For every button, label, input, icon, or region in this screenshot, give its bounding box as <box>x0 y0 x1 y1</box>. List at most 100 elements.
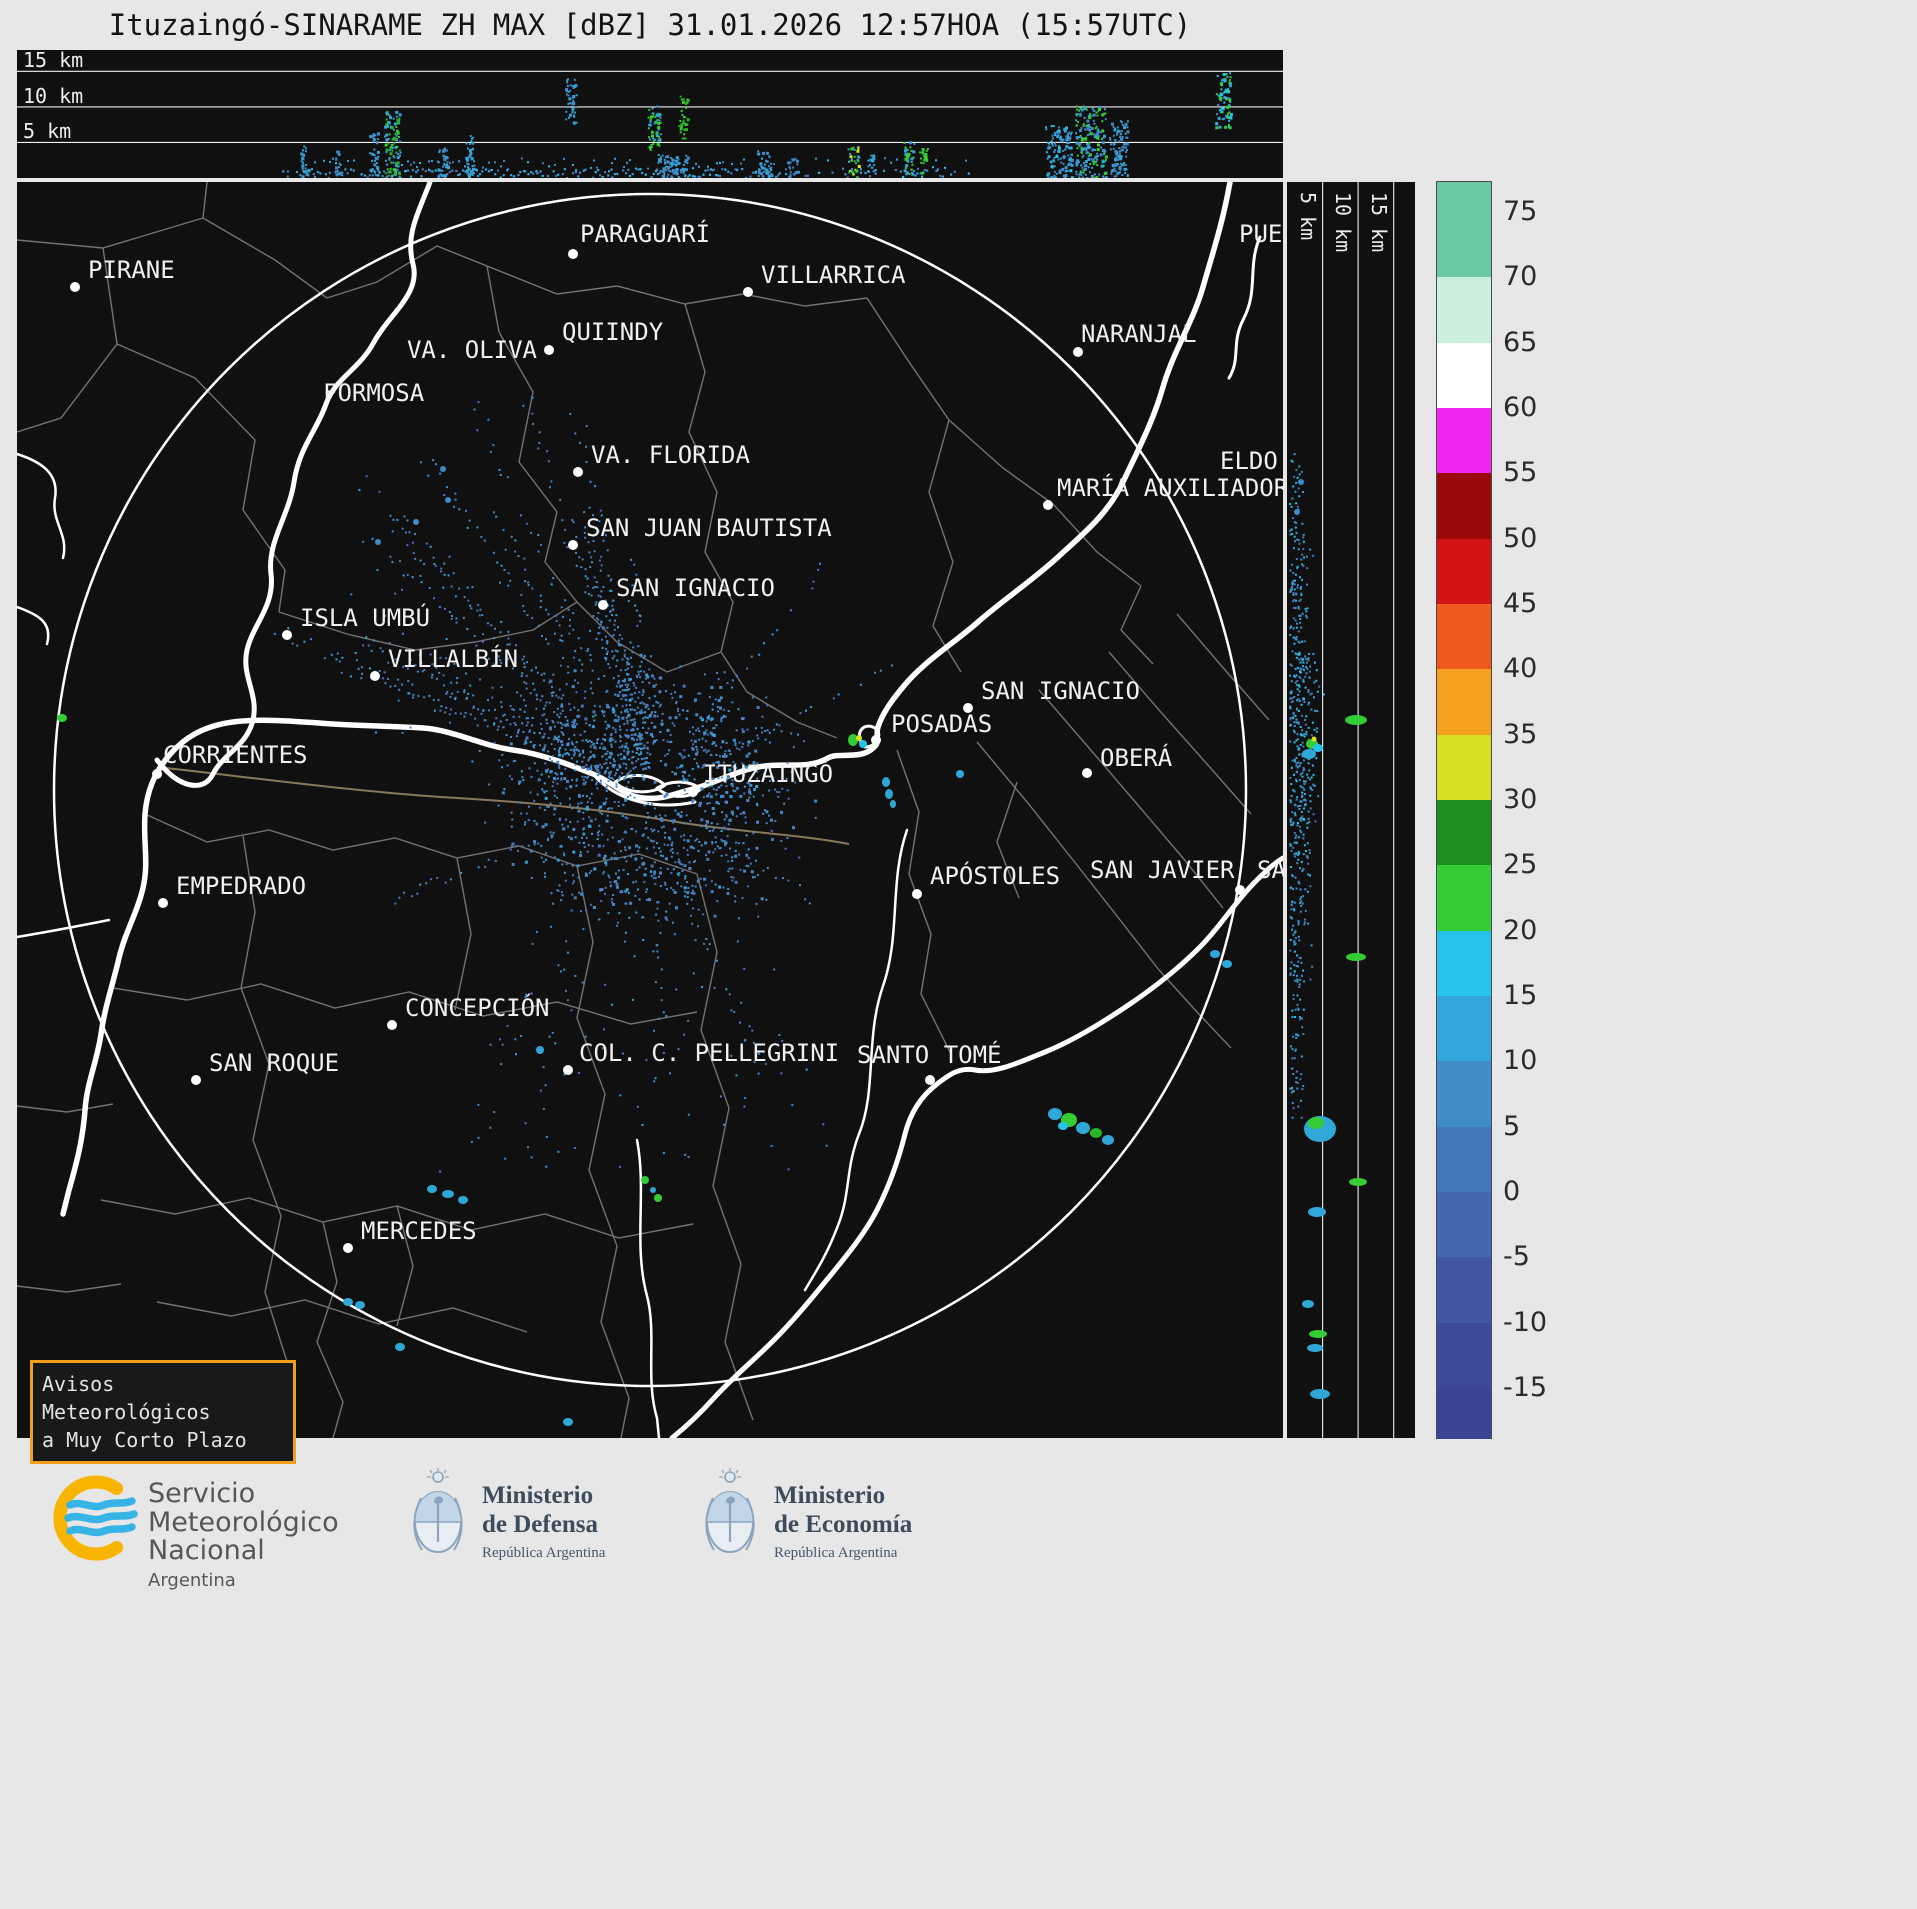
city-label: ISLA UMBÚ <box>300 602 430 632</box>
city-dot <box>158 898 168 908</box>
admin-boundaries <box>17 182 1270 1438</box>
colorbar-tick-label: 75 <box>1503 195 1538 227</box>
colorbar-tick-label: 70 <box>1503 261 1538 293</box>
city-label: VILLARRICA <box>761 261 906 289</box>
advisory-line-1: Avisos Meteorológicos <box>42 1372 211 1424</box>
city-dot <box>963 703 973 713</box>
city-label: SAN ROQUE <box>209 1049 339 1077</box>
colorbar-segment <box>1437 182 1491 213</box>
city-label: VILLALBÍN <box>388 644 518 673</box>
altitude-label-15km-right: 15 km <box>1367 192 1391 252</box>
city-dot <box>743 287 753 297</box>
altitude-label-5km-right: 5 km <box>1296 192 1320 240</box>
colorbar-segment <box>1437 212 1491 278</box>
city-label: CORRIENTES <box>163 741 308 769</box>
city-dot <box>925 1075 935 1085</box>
colorbar-segment <box>1437 277 1491 344</box>
defensa-line-2: de Defensa <box>482 1510 598 1538</box>
altitude-label-15km: 15 km <box>23 50 83 72</box>
colorbar-tick-label: 55 <box>1503 457 1538 489</box>
city-dot <box>871 735 881 745</box>
altitude-gridlines <box>17 70 1283 143</box>
dbz-colorbar-ticks: 75 70 65 60 55 50 45 40 35 30 25 20 15 10 5 0 -5 -10 -15 <box>1437 182 1567 1438</box>
radar-echoes-top <box>282 72 1233 178</box>
colorbar-tick-label: 20 <box>1503 914 1538 946</box>
ministerio-economia-wordmark: Ministerio de Economía República Argenti… <box>774 1482 912 1562</box>
advisory-box: Avisos Meteorológicos a Muy Corto Plazo <box>30 1360 296 1464</box>
city-dot <box>70 282 80 292</box>
city-label: OBERÁ <box>1100 743 1173 772</box>
colorbar-tick-label: 30 <box>1503 783 1538 815</box>
colorbar-segment <box>1437 800 1491 866</box>
defensa-line-1: Ministerio <box>482 1482 594 1509</box>
colorbar-tick-label: 60 <box>1503 391 1538 423</box>
city-dot <box>191 1075 201 1085</box>
city-label: MARÍA AUXILIADORA <box>1057 473 1283 502</box>
smn-line-2: Meteorológico <box>148 1506 339 1538</box>
colorbar-tick-label: 5 <box>1503 1110 1521 1142</box>
city-dot <box>1043 500 1053 510</box>
colorbar-segment <box>1437 1322 1491 1389</box>
colorbar-segment <box>1437 408 1491 474</box>
smn-country: Argentina <box>148 1569 236 1591</box>
colorbar-segment <box>1437 1257 1491 1324</box>
economia-line-1: Ministerio <box>774 1482 886 1509</box>
city-label: POSADAS <box>891 710 992 738</box>
city-dot <box>1235 885 1245 895</box>
colorbar-segment <box>1437 1126 1491 1193</box>
altitude-label-10km: 10 km <box>23 84 83 108</box>
coat-of-arms-defensa-icon <box>413 1468 463 1553</box>
city-dot <box>343 1243 353 1253</box>
smn-wordmark: Servicio Meteorológico Nacional Argentin… <box>148 1478 339 1591</box>
city-label: MERCEDES <box>361 1217 477 1245</box>
city-dot <box>568 540 578 550</box>
city-label: PARAGUARÍ <box>580 219 710 248</box>
colorbar-tick-label: -5 <box>1503 1241 1530 1273</box>
advisory-line-2: a Muy Corto Plazo <box>42 1428 247 1452</box>
colorbar-tick-label: 35 <box>1503 718 1538 750</box>
radar-map-panel: PIRANE PARAGUARÍ VILLARRICA QUIINDY VA. OLIV… <box>17 182 1283 1438</box>
coat-of-arms-economia-icon <box>705 1468 755 1553</box>
city-label: VA. OLIVA <box>407 336 538 364</box>
radar-echoes-map <box>57 396 1232 1426</box>
colorbar-segment <box>1437 669 1491 736</box>
colorbar-segment <box>1437 604 1491 670</box>
city-label: SAN IGNACIO <box>981 677 1140 705</box>
city-dot <box>568 249 578 259</box>
cross-section-right-panel: 5 km 10 km 15 km <box>1287 182 1415 1438</box>
city-dot <box>573 467 583 477</box>
city-label: QUIINDY <box>562 318 664 346</box>
city-label: ITUZAINGÓ <box>703 758 833 788</box>
smn-logo-icon <box>53 1475 138 1561</box>
road-line <box>156 766 850 845</box>
economia-line-2: de Economía <box>774 1510 913 1538</box>
city-dot <box>152 769 162 779</box>
rivers <box>17 182 1283 1438</box>
city-dot <box>544 345 554 355</box>
economia-subtitle: República Argentina <box>774 1545 898 1561</box>
colorbar-segment <box>1437 1388 1491 1439</box>
colorbar-segment <box>1437 538 1491 605</box>
city-label: ELDO <box>1220 447 1278 475</box>
city-label: SAN JAVIER <box>1090 856 1235 884</box>
city-label: CONCEPCIÓN <box>405 992 550 1022</box>
city-markers: PIRANE PARAGUARÍ VILLARRICA QUIINDY VA. OLIV… <box>70 219 1283 1253</box>
colorbar-tick-label: -10 <box>1503 1306 1548 1338</box>
altitude-label-5km: 5 km <box>23 119 71 143</box>
colorbar-tick-label: 25 <box>1503 849 1538 881</box>
smn-line-1: Servicio <box>148 1478 256 1509</box>
colorbar-segment <box>1437 1061 1491 1128</box>
cross-section-top-panel: 15 km 10 km 5 km <box>17 50 1283 178</box>
page-title: Ituzaingó-SINARAME ZH MAX [dBZ] 31.01.20… <box>108 8 1192 42</box>
colorbar-segment <box>1437 734 1491 801</box>
city-label: SAN <box>1257 856 1283 884</box>
city-dot <box>598 600 608 610</box>
ministerio-defensa-wordmark: Ministerio de Defensa República Argentin… <box>482 1482 605 1562</box>
colorbar-tick-label: 45 <box>1503 587 1538 619</box>
city-dot <box>1073 347 1083 357</box>
colorbar-segment <box>1437 930 1491 997</box>
colorbar-tick-label: 0 <box>1503 1175 1521 1207</box>
colorbar-segment <box>1437 342 1491 409</box>
smn-line-3: Nacional <box>148 1535 265 1567</box>
